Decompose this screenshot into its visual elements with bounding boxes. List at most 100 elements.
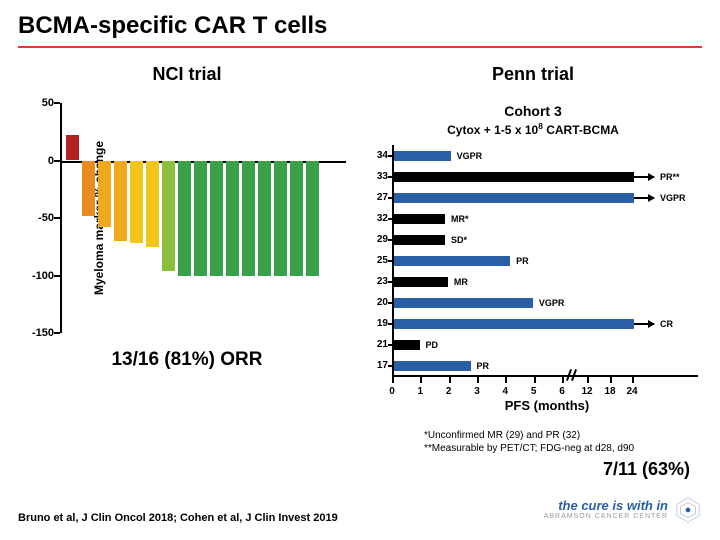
pfs-xtick-label: 3 (474, 386, 480, 397)
pfs-ytick (388, 302, 392, 304)
penn-trial-label: Penn trial (364, 64, 702, 85)
pfs-bar (394, 340, 420, 350)
pfs-xtick-label: 4 (503, 386, 509, 397)
waterfall-chart: Myeloma marker % change 500-50-100-150 (60, 103, 356, 333)
waterfall-bar (258, 161, 271, 276)
pfs-patient-id: 25 (368, 255, 388, 266)
pfs-xtick (392, 377, 394, 383)
title-rule (18, 46, 702, 48)
waterfall-bar (162, 161, 175, 271)
pfs-response-label: PR (477, 361, 490, 371)
waterfall-bar (194, 161, 207, 276)
pfs-xtick-label: 2 (446, 386, 452, 397)
pfs-xtick (610, 377, 612, 383)
penn-orr: 7/11 (63%) (364, 459, 690, 480)
pfs-response-label: PD (426, 340, 439, 350)
waterfall-ytick-label: -50 (26, 212, 54, 224)
columns: NCI trial Myeloma marker % change 500-50… (18, 64, 702, 480)
pfs-patient-id: 23 (368, 276, 388, 287)
cohort-label: Cohort 3 (364, 103, 702, 119)
waterfall-bar (306, 161, 319, 276)
pfs-bar (394, 235, 445, 245)
pfs-response-label: CR (660, 319, 673, 329)
pfs-xtick (534, 377, 536, 383)
pfs-patient-id: 32 (368, 213, 388, 224)
pfs-bar (394, 214, 445, 224)
waterfall-ytick (54, 160, 60, 162)
pfs-xtick-label: 6 (559, 386, 565, 397)
pfs-patient-id: 27 (368, 192, 388, 203)
pfs-ytick (388, 323, 392, 325)
axis-break-icon (568, 369, 578, 381)
waterfall-ytick (54, 275, 60, 277)
pfs-ytick (388, 344, 392, 346)
waterfall-bar (226, 161, 239, 276)
citation: Bruno et al, J Clin Oncol 2018; Cohen et… (18, 512, 338, 524)
pfs-patient-id: 17 (368, 360, 388, 371)
pfs-ytick (388, 218, 392, 220)
pfs-xtick (449, 377, 451, 383)
pfs-ytick (388, 281, 392, 283)
pfs-bar (394, 151, 451, 161)
pfs-response-label: VGPR (539, 298, 565, 308)
pfs-response-label: MR* (451, 214, 469, 224)
waterfall-bar (274, 161, 287, 276)
waterfall-ytick (54, 332, 60, 334)
waterfall-bar (146, 161, 159, 247)
waterfall-bar (290, 161, 303, 276)
logo-line1: the cure is with in (544, 499, 668, 513)
pfs-xtick-label: 18 (604, 386, 615, 397)
pfs-patient-id: 29 (368, 234, 388, 245)
pfs-patient-id: 20 (368, 297, 388, 308)
logo: the cure is with in ABRAMSON CANCER CENT… (544, 496, 702, 524)
logo-line2: ABRAMSON CANCER CENTER (544, 513, 668, 521)
pfs-response-label: VGPR (660, 193, 686, 203)
pfs-response-label: PR** (660, 172, 680, 182)
waterfall-bar (242, 161, 255, 276)
pfs-bar (394, 193, 634, 203)
pfs-ytick (388, 197, 392, 199)
pfs-ytick (388, 176, 392, 178)
pfs-bar (394, 277, 448, 287)
arrow-icon (634, 176, 654, 178)
slide: BCMA-specific CAR T cells NCI trial Myel… (0, 0, 720, 540)
pfs-xtick (477, 377, 479, 383)
pfs-xtick (420, 377, 422, 383)
page-title: BCMA-specific CAR T cells (18, 12, 702, 40)
pfs-bar (394, 319, 634, 329)
waterfall-ytick-label: 50 (26, 97, 54, 109)
pfs-response-label: VGPR (457, 151, 483, 161)
footnote-1: *Unconfirmed MR (29) and PR (32) (424, 429, 702, 442)
pfs-xtick (505, 377, 507, 383)
pfs-ytick (388, 365, 392, 367)
pfs-xtick (562, 377, 564, 383)
arrow-icon (634, 197, 654, 199)
waterfall-bar (114, 161, 127, 242)
waterfall-ytick-label: -100 (26, 270, 54, 282)
pfs-patient-id: 21 (368, 339, 388, 350)
waterfall-bar (210, 161, 223, 276)
pfs-xtick-label: 24 (626, 386, 637, 397)
pfs-bar (394, 256, 510, 266)
waterfall-ytick (54, 217, 60, 219)
pfs-response-label: PR (516, 256, 529, 266)
pfs-x-axis (392, 375, 698, 377)
waterfall-y-axis (60, 103, 62, 333)
logo-text: the cure is with in ABRAMSON CANCER CENT… (544, 499, 668, 521)
waterfall-ytick (54, 102, 60, 104)
cohort-subtitle: Cytox + 1-5 x 108 CART-BCMA (364, 121, 702, 137)
waterfall-ytick-label: 0 (26, 155, 54, 167)
footer: Bruno et al, J Clin Oncol 2018; Cohen et… (18, 496, 702, 524)
pfs-xtick-label: 0 (389, 386, 395, 397)
waterfall-bar (178, 161, 191, 276)
pfs-patient-id: 34 (368, 150, 388, 161)
nci-orr: 13/16 (81%) ORR (18, 349, 356, 371)
pfs-patient-id: 33 (368, 171, 388, 182)
pfs-bar (394, 298, 533, 308)
footnote-2: **Measurable by PET/CT; FDG-neg at d28, … (424, 442, 702, 455)
pfs-xtick-label: 5 (531, 386, 537, 397)
waterfall-bar (98, 161, 111, 228)
pfs-response-label: MR (454, 277, 468, 287)
pfs-bar (394, 172, 634, 182)
pfs-ytick (388, 239, 392, 241)
